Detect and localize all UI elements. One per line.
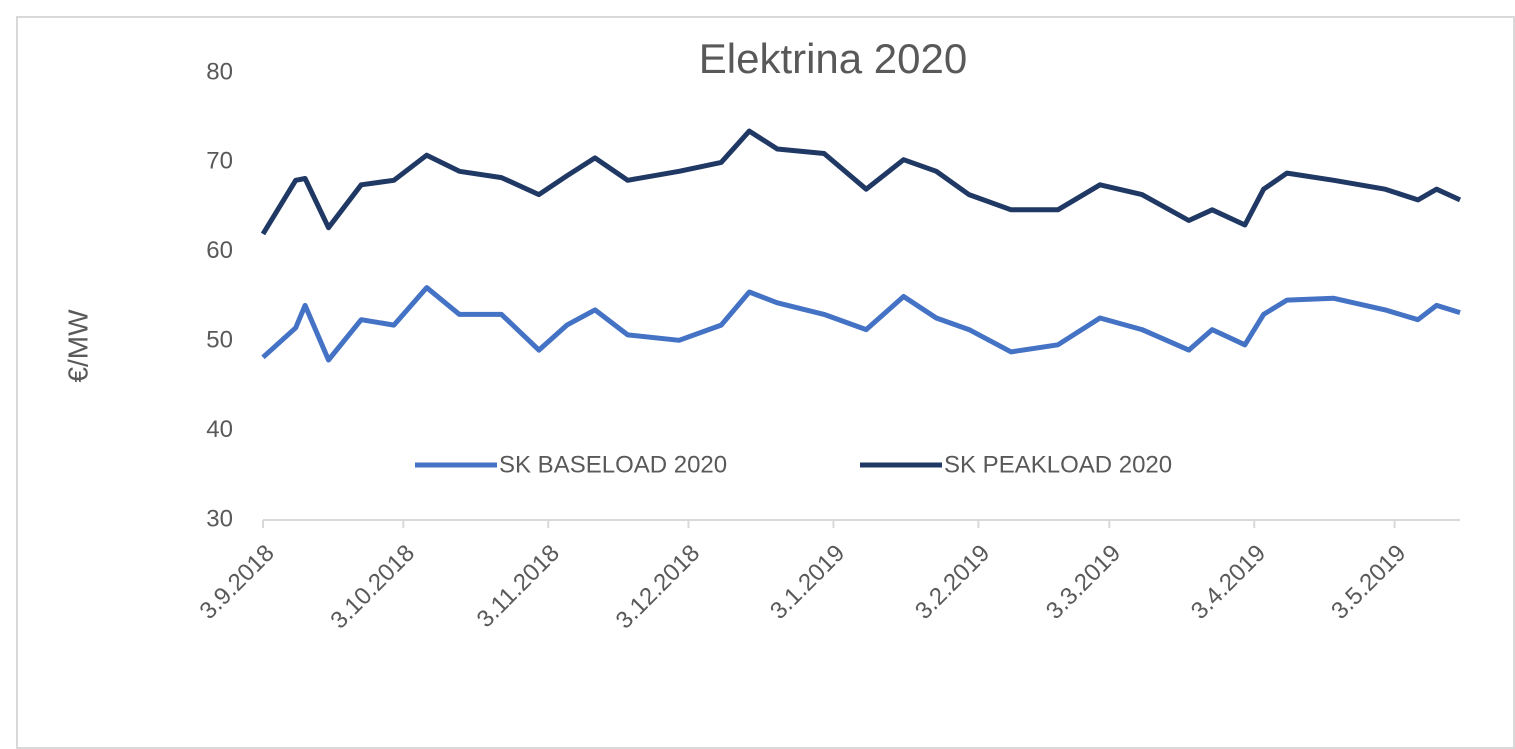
legend-label: SK PEAKLOAD 2020: [944, 451, 1172, 478]
y-tick-label: 30: [206, 505, 233, 532]
y-tick-label: 40: [206, 416, 233, 443]
y-tick-label: 80: [206, 58, 233, 85]
y-axis-label: €/MW: [62, 309, 93, 383]
chart-frame: [16, 16, 1515, 749]
y-tick-label: 60: [206, 237, 233, 264]
chart-title: Elektrina 2020: [699, 35, 968, 82]
legend-label: SK BASELOAD 2020: [499, 451, 727, 478]
y-tick-label: 70: [206, 148, 233, 175]
series-line: [261, 285, 1461, 363]
y-tick-label: 50: [206, 327, 233, 354]
series-line: [260, 128, 1462, 236]
